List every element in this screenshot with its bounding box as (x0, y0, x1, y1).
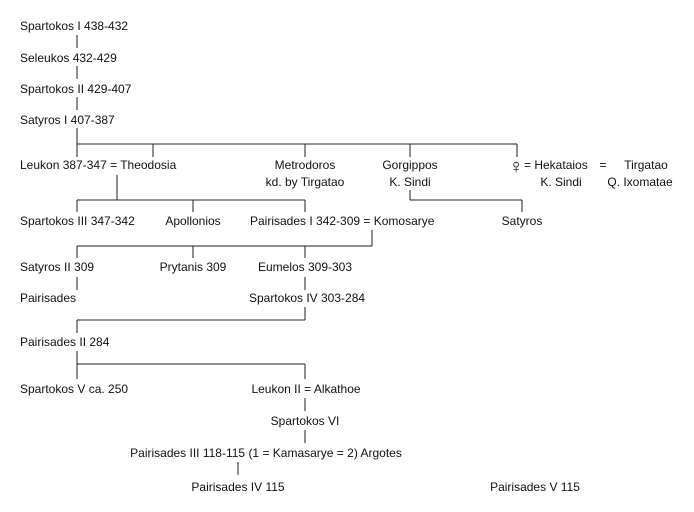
node-pairisades: Pairisades (20, 291, 77, 305)
metrodoros-note: kd. by Tirgatao (265, 175, 345, 189)
node-pairisades-i: Pairisades I 342-309 = Komosarye (250, 214, 435, 228)
node-spartokos-iii: Spartokos III 347-342 (20, 214, 135, 228)
node-pairisades-ii: Pairisades II 284 (20, 335, 110, 349)
node-seleukos: Seleukos 432-429 (20, 51, 117, 65)
node-leukon-ii: Leukon II = Alkathoe (251, 382, 361, 396)
node-spartokos-vi: Spartokos VI (270, 414, 340, 428)
hekataios-note: K. Sindi (540, 175, 582, 189)
node-satyros: Satyros (501, 214, 543, 228)
node-hekataios: = Hekataios (524, 158, 588, 172)
node-pairisades-iv: Pairisades IV 115 (191, 480, 285, 494)
node-spartokos-i: Spartokos I 438-432 (20, 19, 129, 33)
node-gorgippos: Gorgippos (382, 158, 438, 172)
node-satyros-i: Satyros I 407-387 (20, 113, 115, 127)
marriage-sign: = (599, 158, 607, 172)
tirgatao-note: Q. Ixomatae (607, 175, 673, 189)
node-spartokos-ii: Spartokos II 429-407 (20, 82, 132, 96)
node-metrodoros: Metrodoros (274, 158, 336, 172)
node-leukon: Leukon 387-347 = Theodosia (20, 158, 177, 172)
node-pairisades-v: Pairisades V 115 (490, 480, 580, 494)
node-eumelos: Eumelos 309-303 (257, 260, 353, 274)
female-symbol-icon: ♀ (508, 156, 524, 178)
node-satyros-ii: Satyros II 309 (20, 260, 95, 274)
node-spartokos-v: Spartokos V ca. 250 (20, 382, 129, 396)
gorgippos-note: K. Sindi (389, 175, 431, 189)
node-spartokos-iv: Spartokos IV 303-284 (248, 291, 366, 305)
node-apollonios: Apollonios (165, 214, 221, 228)
node-tirgatao: Tirgatao (624, 158, 668, 172)
node-prytanis: Prytanis 309 (159, 260, 227, 274)
node-pairisades-iii: Pairisades III 118-115 (1 = Kamasarye = … (130, 446, 402, 460)
